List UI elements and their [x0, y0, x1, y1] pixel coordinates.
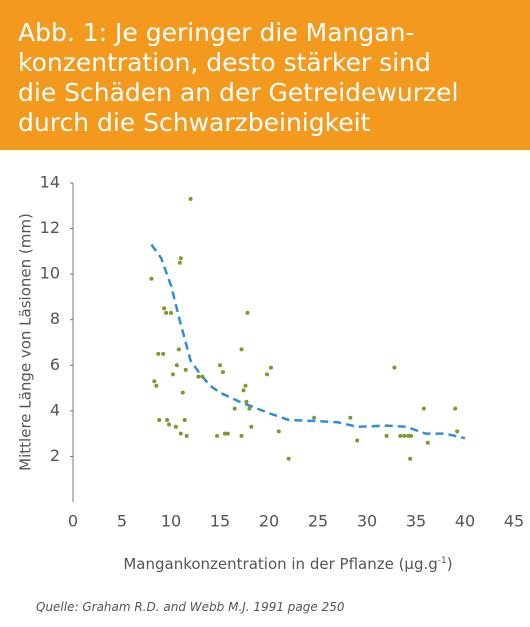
point: [161, 351, 166, 356]
title-line: Abb. 1: Je geringer die Mangan-: [18, 18, 414, 47]
point: [265, 372, 270, 377]
point: [170, 372, 175, 377]
point: [409, 433, 414, 438]
x-tick-label: 20: [259, 512, 279, 531]
x-tick-label: 25: [308, 512, 328, 531]
x-label-sup: -1: [438, 556, 447, 566]
point: [243, 383, 248, 388]
trend-line: [150, 243, 466, 440]
point: [232, 406, 237, 411]
point: [167, 422, 172, 427]
point: [177, 260, 182, 265]
point: [184, 433, 189, 438]
point: [215, 433, 220, 438]
point: [176, 347, 181, 352]
point: [173, 424, 178, 429]
point: [152, 379, 157, 384]
point: [453, 406, 458, 411]
point: [408, 456, 413, 461]
title-line: die Schäden an der Getreidewurzel: [18, 78, 458, 107]
point: [421, 406, 426, 411]
x-tick-label: 15: [210, 512, 230, 531]
point: [268, 365, 273, 370]
point: [244, 399, 249, 404]
title: Abb. 1: Je geringer die Mangan-konzentra…: [18, 18, 458, 137]
y-tick-label: 10: [40, 264, 60, 283]
point: [182, 417, 187, 422]
point: [455, 429, 460, 434]
y-tick-label: 12: [40, 218, 60, 237]
x-label-end: ): [447, 555, 453, 573]
point: [157, 417, 162, 422]
y-tick-label: 8: [50, 309, 60, 328]
point: [174, 363, 179, 368]
point: [180, 390, 185, 395]
y-tick-label: 4: [50, 400, 60, 419]
x-tick-label: 45: [504, 512, 524, 531]
point: [245, 310, 250, 315]
point: [406, 433, 411, 438]
point: [249, 424, 254, 429]
point: [286, 456, 291, 461]
point: [402, 433, 407, 438]
point: [149, 276, 154, 281]
point: [348, 415, 353, 420]
point: [196, 374, 201, 379]
point: [178, 431, 183, 436]
y-tick-label: 6: [50, 355, 60, 374]
point: [225, 431, 230, 436]
y-tick-label: 14: [40, 173, 60, 192]
point: [222, 431, 227, 436]
point: [165, 417, 170, 422]
point: [247, 406, 252, 411]
point: [162, 306, 167, 311]
source: Quelle: Graham R.D. and Webb M.J. 1991 p…: [36, 600, 345, 614]
title-line: durch die Schwarzbeinigkeit: [18, 108, 371, 137]
x-label-main: Mangankonzentration in der Pflanze (µg.g: [123, 555, 437, 573]
x-tick-label: 5: [117, 512, 127, 531]
header-band: [0, 0, 530, 150]
point: [384, 433, 389, 438]
point: [276, 429, 281, 434]
point: [220, 370, 225, 375]
point: [312, 415, 317, 420]
title-line: konzentration, desto stärker sind: [18, 48, 431, 77]
point: [169, 310, 173, 315]
x-axis-label: Mangankonzentration in der Pflanze (µg.g…: [123, 555, 452, 573]
point: [156, 351, 161, 356]
y-axis-label: Mittlere Länge von Läsionen (mm): [17, 213, 35, 471]
point: [183, 367, 188, 372]
y-tick-label: 2: [50, 446, 60, 465]
point: [392, 365, 397, 370]
point: [398, 433, 403, 438]
point: [164, 310, 169, 315]
point: [188, 196, 193, 201]
point: [239, 347, 244, 352]
point: [218, 363, 222, 368]
x-tick-label: 0: [68, 512, 78, 531]
x-tick-label: 40: [455, 512, 475, 531]
point: [425, 440, 430, 445]
x-tick-label: 35: [406, 512, 426, 531]
x-tick-label: 10: [161, 512, 181, 531]
x-tick-label: 30: [357, 512, 377, 531]
point: [239, 433, 244, 438]
point: [355, 438, 360, 443]
point: [241, 388, 246, 393]
point: [154, 383, 159, 388]
point: [178, 256, 183, 261]
point: [200, 374, 205, 379]
